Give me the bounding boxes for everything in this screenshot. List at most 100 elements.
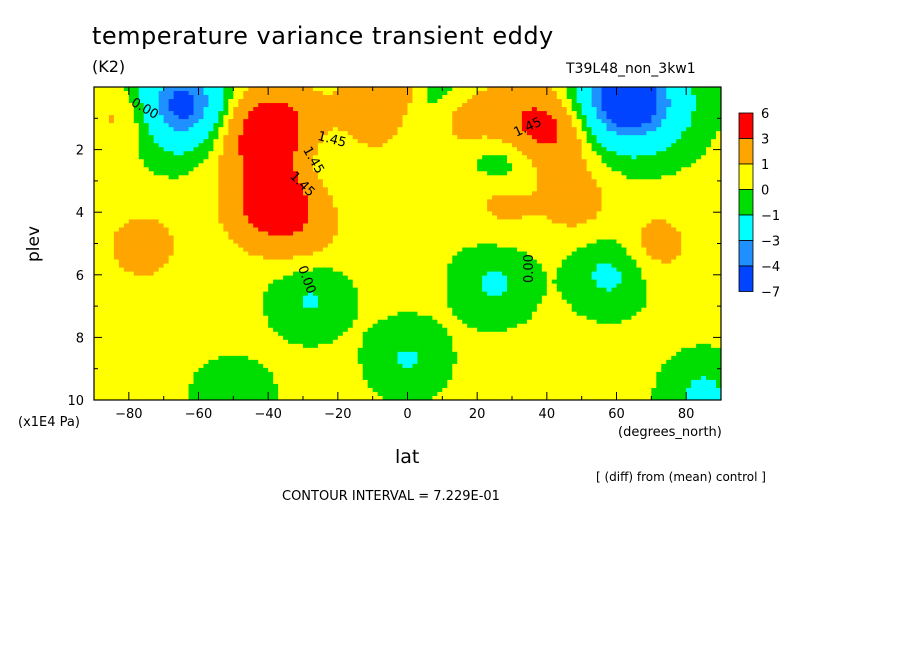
contour-cell — [268, 187, 274, 192]
contour-cell — [203, 359, 210, 365]
contour-cell — [128, 335, 135, 341]
contour-cell — [397, 275, 404, 281]
contour-cell — [218, 119, 224, 124]
contour-cell — [387, 127, 394, 132]
contour-cell — [392, 227, 399, 233]
contour-cell — [243, 371, 249, 377]
contour-cell — [253, 91, 259, 96]
contour-cell — [223, 367, 229, 373]
contour-cell — [298, 127, 304, 132]
contour-cell — [193, 223, 200, 229]
contour-cell — [367, 215, 374, 221]
contour-cell — [372, 199, 379, 204]
contour-cell — [347, 259, 354, 265]
contour-cell — [362, 323, 369, 329]
contour-cell — [198, 191, 205, 196]
contour-cell — [253, 163, 259, 168]
contour-cell — [372, 87, 379, 92]
contour-cell — [223, 95, 229, 100]
contour-cell — [108, 143, 115, 148]
contour-cell — [312, 195, 319, 200]
contour-cell — [303, 111, 309, 116]
contour-cell — [362, 163, 369, 168]
contour-cell — [317, 323, 324, 329]
contour-cell — [98, 363, 105, 369]
contour-cell — [123, 255, 130, 261]
contour-cell — [113, 375, 120, 381]
contour-cell — [278, 307, 284, 313]
contour-cell — [233, 195, 239, 200]
contour-cell — [387, 259, 394, 265]
contour-cell — [178, 287, 185, 293]
contour-cell — [407, 151, 414, 156]
contour-cell — [372, 99, 379, 104]
contour-cell — [173, 351, 180, 357]
contour-cell — [357, 87, 364, 92]
contour-cell — [293, 183, 299, 188]
contour-cell — [183, 375, 190, 381]
contour-cell — [143, 115, 150, 120]
contour-cell — [268, 395, 274, 400]
contour-cell — [303, 131, 309, 136]
contour-cell — [208, 155, 215, 160]
contour-cell — [397, 287, 404, 293]
contour-cell — [312, 247, 319, 253]
contour-cell — [278, 335, 284, 341]
contour-cell — [327, 387, 334, 393]
contour-cell — [158, 159, 165, 164]
contour-cell — [392, 123, 399, 128]
contour-cell — [253, 103, 259, 108]
contour-cell — [233, 243, 239, 249]
contour-cell — [94, 395, 100, 400]
contour-cell — [283, 359, 289, 365]
contour-cell — [372, 359, 379, 365]
contour-cell — [278, 359, 284, 365]
contour-cell — [337, 215, 344, 221]
contour-cell — [367, 295, 374, 301]
contour-cell — [327, 395, 334, 400]
contour-cell — [193, 299, 200, 305]
contour-cell — [253, 279, 259, 285]
contour-cell — [342, 375, 349, 381]
contour-cell — [153, 235, 160, 241]
contour-cell — [178, 111, 185, 116]
contour-cell — [397, 171, 404, 176]
contour-cell — [397, 323, 404, 329]
contour-cell — [213, 363, 220, 369]
contour-cell — [223, 319, 229, 325]
contour-cell — [273, 143, 279, 148]
contour-cell — [153, 227, 160, 233]
contour-cell — [293, 243, 299, 249]
contour-cell — [183, 307, 190, 313]
contour-cell — [143, 279, 150, 285]
contour-cell — [178, 291, 185, 297]
contour-cell — [198, 259, 205, 265]
contour-cell — [377, 291, 384, 297]
contour-cell — [168, 123, 175, 128]
contour-cell — [273, 203, 279, 208]
contour-cell — [148, 127, 155, 132]
contour-cell — [178, 211, 185, 217]
contour-cell — [118, 231, 125, 237]
contour-cell — [317, 123, 324, 128]
contour-cell — [407, 391, 414, 397]
contour-cell — [143, 183, 150, 188]
contour-cell — [118, 383, 125, 389]
contour-cell — [188, 163, 195, 168]
contour-cell — [278, 207, 284, 212]
contour-cell — [298, 287, 304, 293]
contour-cell — [193, 163, 200, 168]
contour-cell — [148, 135, 155, 140]
contour-cell — [293, 179, 299, 184]
contour-cell — [377, 231, 384, 237]
contour-cell — [332, 263, 339, 269]
contour-cell — [298, 275, 304, 281]
contour-cell — [228, 335, 234, 341]
contour-cell — [387, 183, 394, 188]
contour-cell — [312, 379, 319, 385]
contour-cell — [233, 299, 239, 305]
contour-cell — [103, 315, 110, 321]
contour-cell — [362, 375, 369, 381]
contour-cell — [322, 335, 329, 341]
contour-cell — [223, 223, 229, 229]
